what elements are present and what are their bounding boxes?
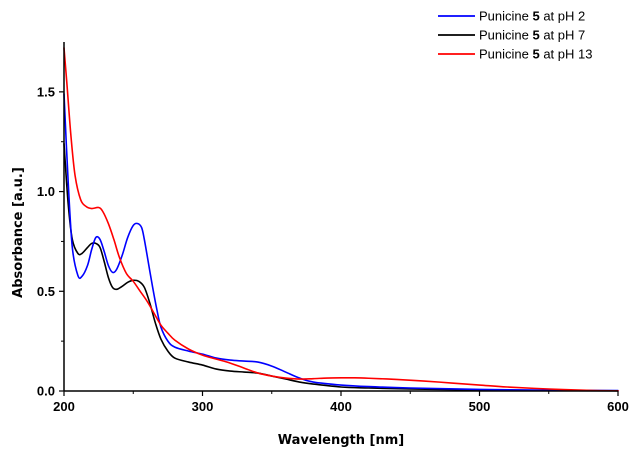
- legend-label: Punicine 5 at pH 2: [479, 9, 585, 24]
- y-tick-label: 0.0: [37, 384, 55, 399]
- axes-layer: [64, 42, 618, 391]
- series-layer: [64, 48, 618, 391]
- y-tick-label: 1.0: [37, 184, 55, 199]
- y-axis-title: Absorbance [a.u.]: [11, 167, 26, 298]
- series-line-1: [64, 94, 618, 391]
- x-tick-label: 400: [330, 399, 352, 414]
- legend-label: Punicine 5 at pH 13: [479, 47, 592, 62]
- x-tick-label: 500: [469, 399, 491, 414]
- ticks-layer: 200 300 400 500 600 0.0 0.5 1.0 1.5: [37, 84, 629, 414]
- legend-item-3: Punicine 5 at pH 13: [438, 47, 592, 62]
- y-tick-label: 1.5: [37, 84, 55, 99]
- x-tick-label: 600: [607, 399, 629, 414]
- x-axis-title: Wavelength [nm]: [278, 433, 404, 448]
- x-tick-label: 300: [192, 399, 214, 414]
- x-tick-label: 200: [53, 399, 75, 414]
- legend-item-1: Punicine 5 at pH 2: [438, 9, 585, 24]
- series-line-3: [64, 48, 618, 391]
- y-tick-label: 0.5: [37, 284, 55, 299]
- legend-item-2: Punicine 5 at pH 7: [438, 28, 585, 43]
- series-line-2: [64, 144, 618, 391]
- legend-label: Punicine 5 at pH 7: [479, 28, 585, 43]
- legend: Punicine 5 at pH 2 Punicine 5 at pH 7 Puni…: [438, 9, 592, 62]
